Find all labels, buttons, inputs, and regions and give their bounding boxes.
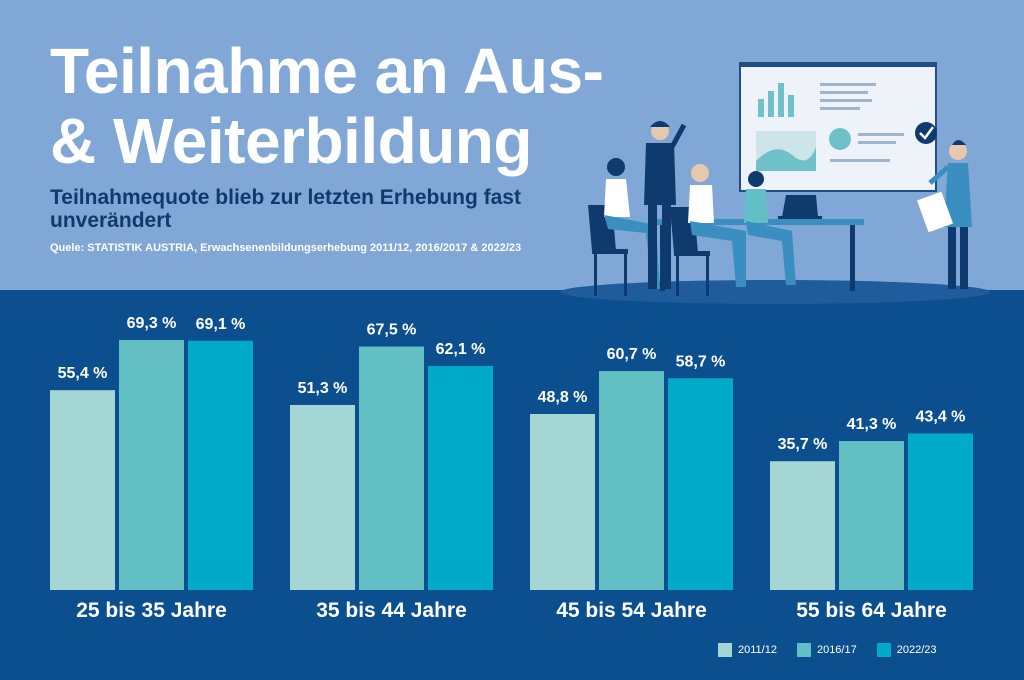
bar-2016-17-1 bbox=[119, 340, 184, 590]
legend-label-2022: 2022/23 bbox=[896, 644, 937, 656]
bar-2022-23-4 bbox=[908, 433, 973, 590]
legend-item-2022: 2022/23 bbox=[876, 643, 937, 657]
whiteboard bbox=[739, 62, 937, 192]
legend-label-2016: 2016/17 bbox=[816, 644, 857, 656]
data-label-2022-23-3: 58,7 % bbox=[676, 353, 726, 370]
bar-2016-17-4 bbox=[839, 441, 904, 590]
legend-item-2016: 2016/17 bbox=[796, 643, 857, 657]
category-label-2: 35 bis 44 Jahre bbox=[316, 599, 467, 622]
data-label-2022-23-2: 62,1 % bbox=[436, 341, 486, 358]
data-label-2016-17-3: 60,7 % bbox=[607, 346, 657, 363]
bar-2011-12-4 bbox=[770, 461, 835, 590]
data-label-2011-12-1: 55,4 % bbox=[58, 365, 108, 382]
legend-swatch-2011 bbox=[718, 643, 732, 657]
page-subtitle: Teilnahmequote blieb zur letzten Erhebun… bbox=[50, 186, 521, 232]
legend-label-2011: 2011/12 bbox=[738, 644, 777, 656]
legend-swatch-2022 bbox=[876, 643, 891, 657]
meeting-illustration bbox=[560, 62, 990, 304]
person-standing-back bbox=[644, 121, 687, 289]
data-label-2016-17-1: 69,3 % bbox=[127, 315, 177, 332]
legend-swatch-2016 bbox=[796, 643, 811, 657]
data-label-2016-17-4: 41,3 % bbox=[847, 416, 897, 433]
category-label-1: 25 bis 35 Jahre bbox=[76, 599, 227, 622]
bar-2022-23-1 bbox=[188, 340, 253, 590]
person-seated-right bbox=[744, 171, 796, 285]
data-label-2011-12-3: 48,8 % bbox=[538, 389, 588, 406]
bar-2011-12-1 bbox=[50, 390, 115, 590]
source-note: Quele: STATISTIK AUSTRIA, Erwachsenenbil… bbox=[50, 242, 522, 254]
page-title: Teilnahme an Aus- & Weiterbildung bbox=[50, 35, 604, 177]
data-label-2011-12-4: 35,7 % bbox=[778, 436, 828, 453]
person-presenter bbox=[916, 140, 972, 289]
person-seated-middle bbox=[688, 164, 746, 287]
category-label-4: 55 bis 64 Jahre bbox=[796, 599, 947, 622]
category-label-3: 45 bis 54 Jahre bbox=[556, 599, 707, 622]
data-label-2022-23-4: 43,4 % bbox=[916, 408, 966, 425]
bar-2022-23-2 bbox=[428, 366, 493, 590]
data-label-2016-17-2: 67,5 % bbox=[367, 322, 417, 339]
bar-2011-12-3 bbox=[530, 413, 595, 590]
data-label-2022-23-1: 69,1 % bbox=[196, 316, 246, 333]
bar-2016-17-2 bbox=[359, 346, 424, 590]
chart-legend: 2011/12 2016/17 2022/23 bbox=[718, 643, 936, 657]
bar-2011-12-2 bbox=[290, 404, 355, 590]
bar-2016-17-3 bbox=[599, 371, 664, 590]
bar-2022-23-3 bbox=[668, 378, 733, 590]
legend-item-2011: 2011/12 bbox=[718, 643, 777, 657]
data-label-2011-12-2: 51,3 % bbox=[298, 380, 348, 397]
